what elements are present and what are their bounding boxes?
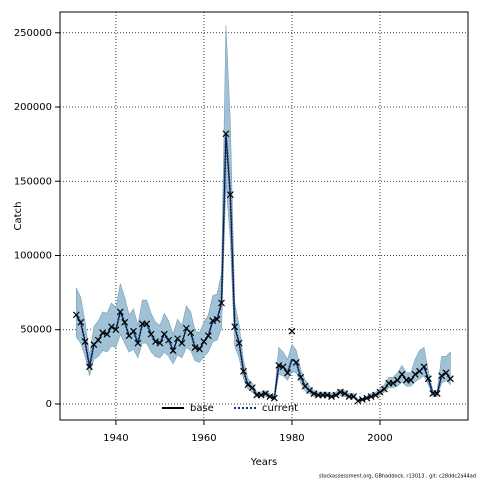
- observed-point: [433, 390, 441, 397]
- observed-point: [169, 347, 177, 354]
- observed-point: [112, 326, 120, 334]
- observed-point: [367, 393, 375, 400]
- observed-point: [446, 375, 454, 383]
- observed-point: [438, 372, 446, 380]
- observed-point: [86, 363, 93, 371]
- observed-point: [152, 338, 159, 346]
- observed-point: [380, 385, 388, 393]
- footer: stockassessment.org, GBhaddock, r13013 ,…: [319, 474, 476, 480]
- observed-point: [204, 332, 212, 340]
- observed-point: [99, 329, 107, 337]
- observed-point: [116, 308, 124, 316]
- x-tick-label: 1960: [191, 433, 216, 444]
- observed-point: [297, 373, 305, 381]
- observed-point: [226, 191, 234, 199]
- y-tick-label: 250000: [14, 28, 52, 39]
- observed-point: [363, 394, 371, 402]
- observed-point: [354, 397, 362, 405]
- observed-point: [178, 339, 186, 347]
- observed-point: [240, 367, 247, 375]
- observed-point: [266, 393, 274, 400]
- observed-point: [191, 344, 199, 351]
- observed-point: [108, 323, 115, 331]
- observed-point: [358, 396, 366, 403]
- confidence-band: [75, 25, 451, 402]
- plot-frame: [59, 11, 469, 421]
- x-tick-label: 1940: [103, 433, 128, 444]
- observed-point: [411, 370, 419, 378]
- observed-point: [103, 330, 111, 338]
- observed-point: [328, 393, 335, 400]
- y-tick-label: 0: [46, 399, 52, 410]
- observed-point: [336, 388, 344, 396]
- x-tick-label: 1980: [279, 433, 304, 444]
- observed-point: [376, 388, 384, 396]
- x-tick-label: 2000: [367, 433, 392, 444]
- observed-point: [81, 338, 89, 346]
- observed-point: [187, 329, 195, 337]
- observed-point: [306, 387, 313, 395]
- y-axis-label: Catch: [13, 202, 24, 231]
- observed-point: [94, 336, 102, 344]
- observed-point: [394, 376, 402, 384]
- line-0: [75, 133, 451, 402]
- observed-point: [372, 391, 379, 399]
- observed-point: [222, 130, 230, 138]
- observed-point: [442, 369, 450, 377]
- observed-point: [288, 327, 296, 335]
- observed-point: [270, 394, 278, 402]
- observed-point: [121, 318, 129, 326]
- observed-point: [147, 330, 155, 338]
- observed-point: [160, 330, 168, 338]
- observed-point: [279, 363, 287, 371]
- observed-point: [130, 327, 137, 335]
- observed-point: [235, 339, 243, 347]
- observed-point: [244, 381, 252, 389]
- observed-point: [218, 299, 225, 307]
- observed-point: [262, 390, 269, 397]
- y-tick-label: 200000: [14, 102, 52, 113]
- observed-point: [165, 336, 173, 344]
- y-tick-label: 150000: [14, 176, 52, 187]
- observed-point: [143, 320, 151, 328]
- observed-point: [284, 369, 291, 377]
- observed-point: [231, 323, 239, 331]
- observed-point: [424, 375, 432, 383]
- observed-point: [341, 390, 349, 397]
- y-tick-label: 50000: [20, 325, 52, 336]
- observed-point: [310, 390, 318, 397]
- observed-point: [257, 391, 265, 399]
- observed-point: [248, 384, 256, 392]
- observed-point: [156, 339, 164, 347]
- legend-label: base: [190, 403, 214, 414]
- observed-point: [407, 376, 415, 384]
- line-1: [75, 133, 452, 403]
- observed-point: [292, 358, 300, 366]
- observed-point: [77, 318, 85, 326]
- observed-point: [323, 391, 331, 399]
- observed-point: [389, 379, 397, 387]
- observed-point: [134, 339, 142, 347]
- observed-point: [213, 315, 221, 323]
- observed-point: [398, 370, 406, 378]
- x-axis-label: Years: [250, 457, 277, 468]
- observed-point: [209, 317, 217, 325]
- observed-point: [332, 391, 340, 399]
- observed-point: [275, 361, 283, 369]
- observed-point: [72, 311, 80, 319]
- observed-point: [196, 345, 203, 353]
- observed-point: [420, 363, 428, 371]
- observed-point: [200, 338, 208, 346]
- legend-label: current: [262, 403, 298, 414]
- y-tick-label: 100000: [14, 250, 52, 261]
